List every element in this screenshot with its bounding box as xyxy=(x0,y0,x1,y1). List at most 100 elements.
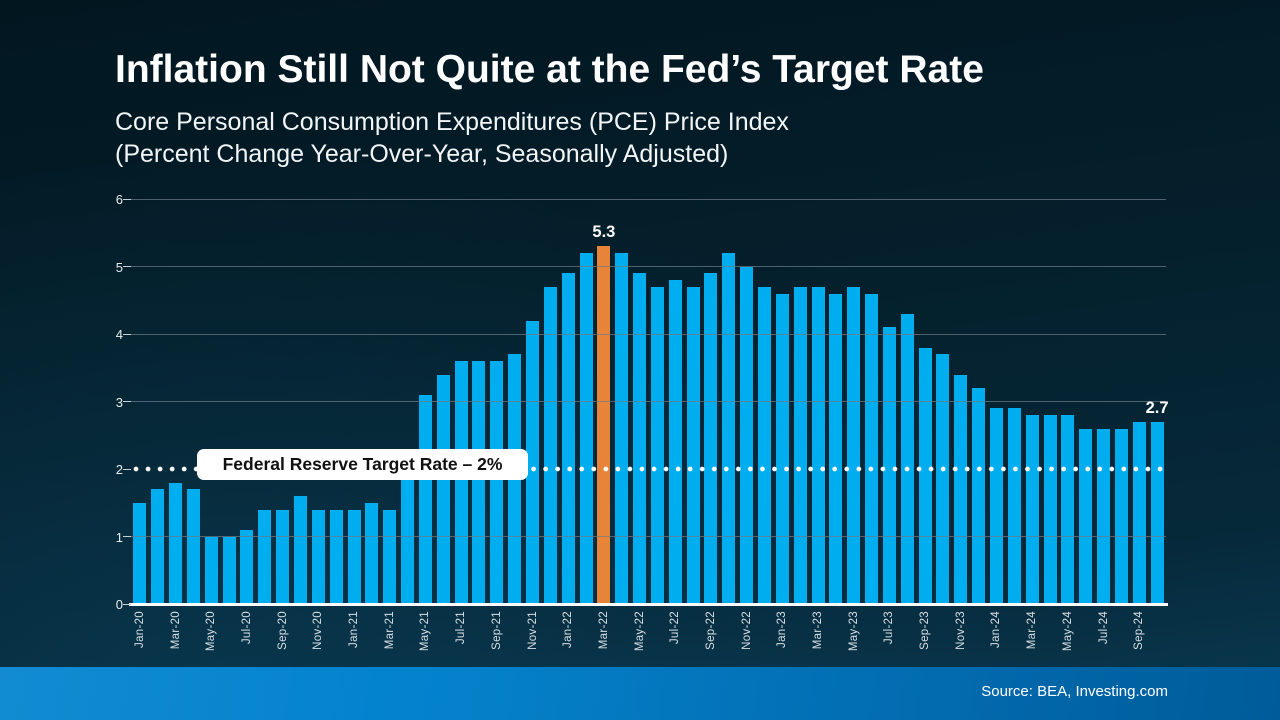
x-tick-label-Jan-24: Jan-24 xyxy=(990,611,1003,648)
bar-Jan-20 xyxy=(133,502,147,604)
footer-bar: Source: BEA, Investing.com xyxy=(0,667,1280,720)
bar-Sep-23 xyxy=(918,347,932,604)
target-rate-label-box: Federal Reserve Target Rate – 2% xyxy=(197,449,528,480)
bar-Oct-23 xyxy=(936,354,950,604)
x-tick-label-May-21: May-21 xyxy=(419,611,432,652)
bar-Jun-23 xyxy=(865,293,879,604)
bar-Aug-23 xyxy=(900,313,914,604)
x-tick-label-Nov-23: Nov-23 xyxy=(954,611,967,650)
bar-chart-plot-area: 0 1 2 3 4 5 6 Jan-20 Mar-20 May-20 Jul-20 Sep-20 No… xyxy=(116,192,1169,651)
y-tick-label-1: 1 xyxy=(115,529,123,545)
x-tick-label-Mar-23: Mar-23 xyxy=(812,611,825,650)
bar-May-20 xyxy=(204,536,218,604)
bar-Jan-22 xyxy=(561,273,575,604)
bar-Nov-22 xyxy=(740,266,754,604)
x-tick-label-Sep-24: Sep-24 xyxy=(1133,611,1146,650)
bar-Apr-24 xyxy=(1043,415,1057,604)
bar-Feb-22 xyxy=(579,253,593,604)
gridline-6 xyxy=(131,198,1166,200)
target-rate-label: Federal Reserve Target Rate – 2% xyxy=(222,454,503,474)
y-tick-label-4: 4 xyxy=(115,327,123,342)
x-tick-label-Mar-21: Mar-21 xyxy=(383,611,396,650)
x-tick-label-Mar-24: Mar-24 xyxy=(1026,611,1039,650)
bar-Aug-21 xyxy=(472,361,486,604)
y-tick-0 xyxy=(123,603,131,605)
gridline-3 xyxy=(131,401,1166,402)
bar-May-21 xyxy=(418,394,432,604)
bar-Mar-21 xyxy=(383,509,397,604)
y-tick-6 xyxy=(123,198,131,200)
x-tick-label-May-23: May-23 xyxy=(847,611,860,652)
y-tick-1 xyxy=(123,536,131,537)
x-axis-line xyxy=(129,603,1168,606)
x-tick-label-Mar-22: Mar-22 xyxy=(597,611,610,650)
bar-Feb-23 xyxy=(793,286,807,604)
x-tick-label-Sep-20: Sep-20 xyxy=(276,611,289,650)
subtitle-line-1: Core Personal Consumption Expenditures (… xyxy=(115,108,789,136)
bar-Mar-24 xyxy=(1025,415,1039,604)
y-tick-label-6: 6 xyxy=(115,192,123,207)
x-tick-label-May-22: May-22 xyxy=(633,611,646,652)
y-tick-label-2: 2 xyxy=(115,462,123,477)
bar-Nov-23 xyxy=(954,374,968,604)
bar-Sep-20 xyxy=(276,509,290,604)
bar-Jan-24 xyxy=(989,408,1003,604)
chart-subtitle: Core Personal Consumption Expenditures (… xyxy=(115,106,789,170)
bar-Sep-21 xyxy=(490,361,504,604)
x-tick-label-Jul-24: Jul-24 xyxy=(1097,611,1110,645)
bar-Oct-20 xyxy=(294,496,308,604)
latest-value-label: 2.7 xyxy=(1145,398,1169,417)
bar-Dec-22 xyxy=(757,286,771,604)
bar-Jul-21 xyxy=(454,361,468,604)
y-tick-label-3: 3 xyxy=(115,394,123,410)
subtitle-line-2: (Percent Change Year-Over-Year, Seasonal… xyxy=(115,140,729,168)
x-tick-label-Jul-22: Jul-22 xyxy=(669,611,682,645)
bar-Jun-20 xyxy=(222,536,236,604)
x-tick-label-May-24: May-24 xyxy=(1061,611,1074,652)
bar-Apr-23 xyxy=(829,293,843,604)
bar-Nov-20 xyxy=(311,509,325,604)
x-tick-label-Jan-23: Jan-23 xyxy=(776,611,789,648)
gridline-5 xyxy=(131,266,1166,267)
x-tick-label-Jul-23: Jul-23 xyxy=(883,611,896,645)
bar-Feb-24 xyxy=(1007,408,1021,604)
x-tick-label-Sep-21: Sep-21 xyxy=(490,611,503,650)
bar-Oct-24 xyxy=(1150,421,1164,604)
gridline-1 xyxy=(131,536,1166,537)
bar-Feb-21 xyxy=(365,502,379,604)
page-title: Inflation Still Not Quite at the Fed’s T… xyxy=(115,48,984,91)
y-tick-2 xyxy=(123,468,131,470)
bar-Aug-24 xyxy=(1114,428,1128,604)
bar-May-24 xyxy=(1061,415,1075,604)
bar-Mar-22 xyxy=(597,246,611,604)
x-tick-label-Jan-20: Jan-20 xyxy=(133,611,146,648)
bar-Nov-21 xyxy=(526,320,539,604)
gridline-4 xyxy=(131,333,1166,335)
y-tick-4 xyxy=(123,333,131,335)
bar-Aug-20 xyxy=(258,509,272,604)
x-tick-label-Nov-21: Nov-21 xyxy=(526,611,539,650)
bar-Jan-21 xyxy=(347,509,361,604)
bar-Jul-24 xyxy=(1097,428,1111,604)
bar-Jan-23 xyxy=(775,293,789,604)
bar-Feb-20 xyxy=(151,489,165,604)
bar-Dec-23 xyxy=(972,388,986,604)
y-tick-label-5: 5 xyxy=(115,259,123,275)
bar-Mar-20 xyxy=(169,482,183,604)
target-rate-dotted-line xyxy=(133,466,1164,472)
source-text: Source: BEA, Investing.com xyxy=(981,683,1168,700)
x-tick-label-Jan-22: Jan-22 xyxy=(562,611,575,648)
x-tick-label-Nov-20: Nov-20 xyxy=(312,611,325,650)
bar-May-22 xyxy=(633,273,647,604)
bar-Jun-21 xyxy=(436,374,450,604)
x-tick-label-Jan-21: Jan-21 xyxy=(348,611,361,648)
bar-Jun-24 xyxy=(1079,428,1093,604)
x-tick-label-Sep-23: Sep-23 xyxy=(919,611,932,650)
bar-May-23 xyxy=(847,286,861,604)
bar-Jul-22 xyxy=(668,280,682,604)
peak-value-label: 5.3 xyxy=(592,223,616,242)
y-tick-5 xyxy=(123,266,131,267)
x-tick-label-Nov-22: Nov-22 xyxy=(740,611,753,650)
bar-Apr-20 xyxy=(186,489,200,604)
